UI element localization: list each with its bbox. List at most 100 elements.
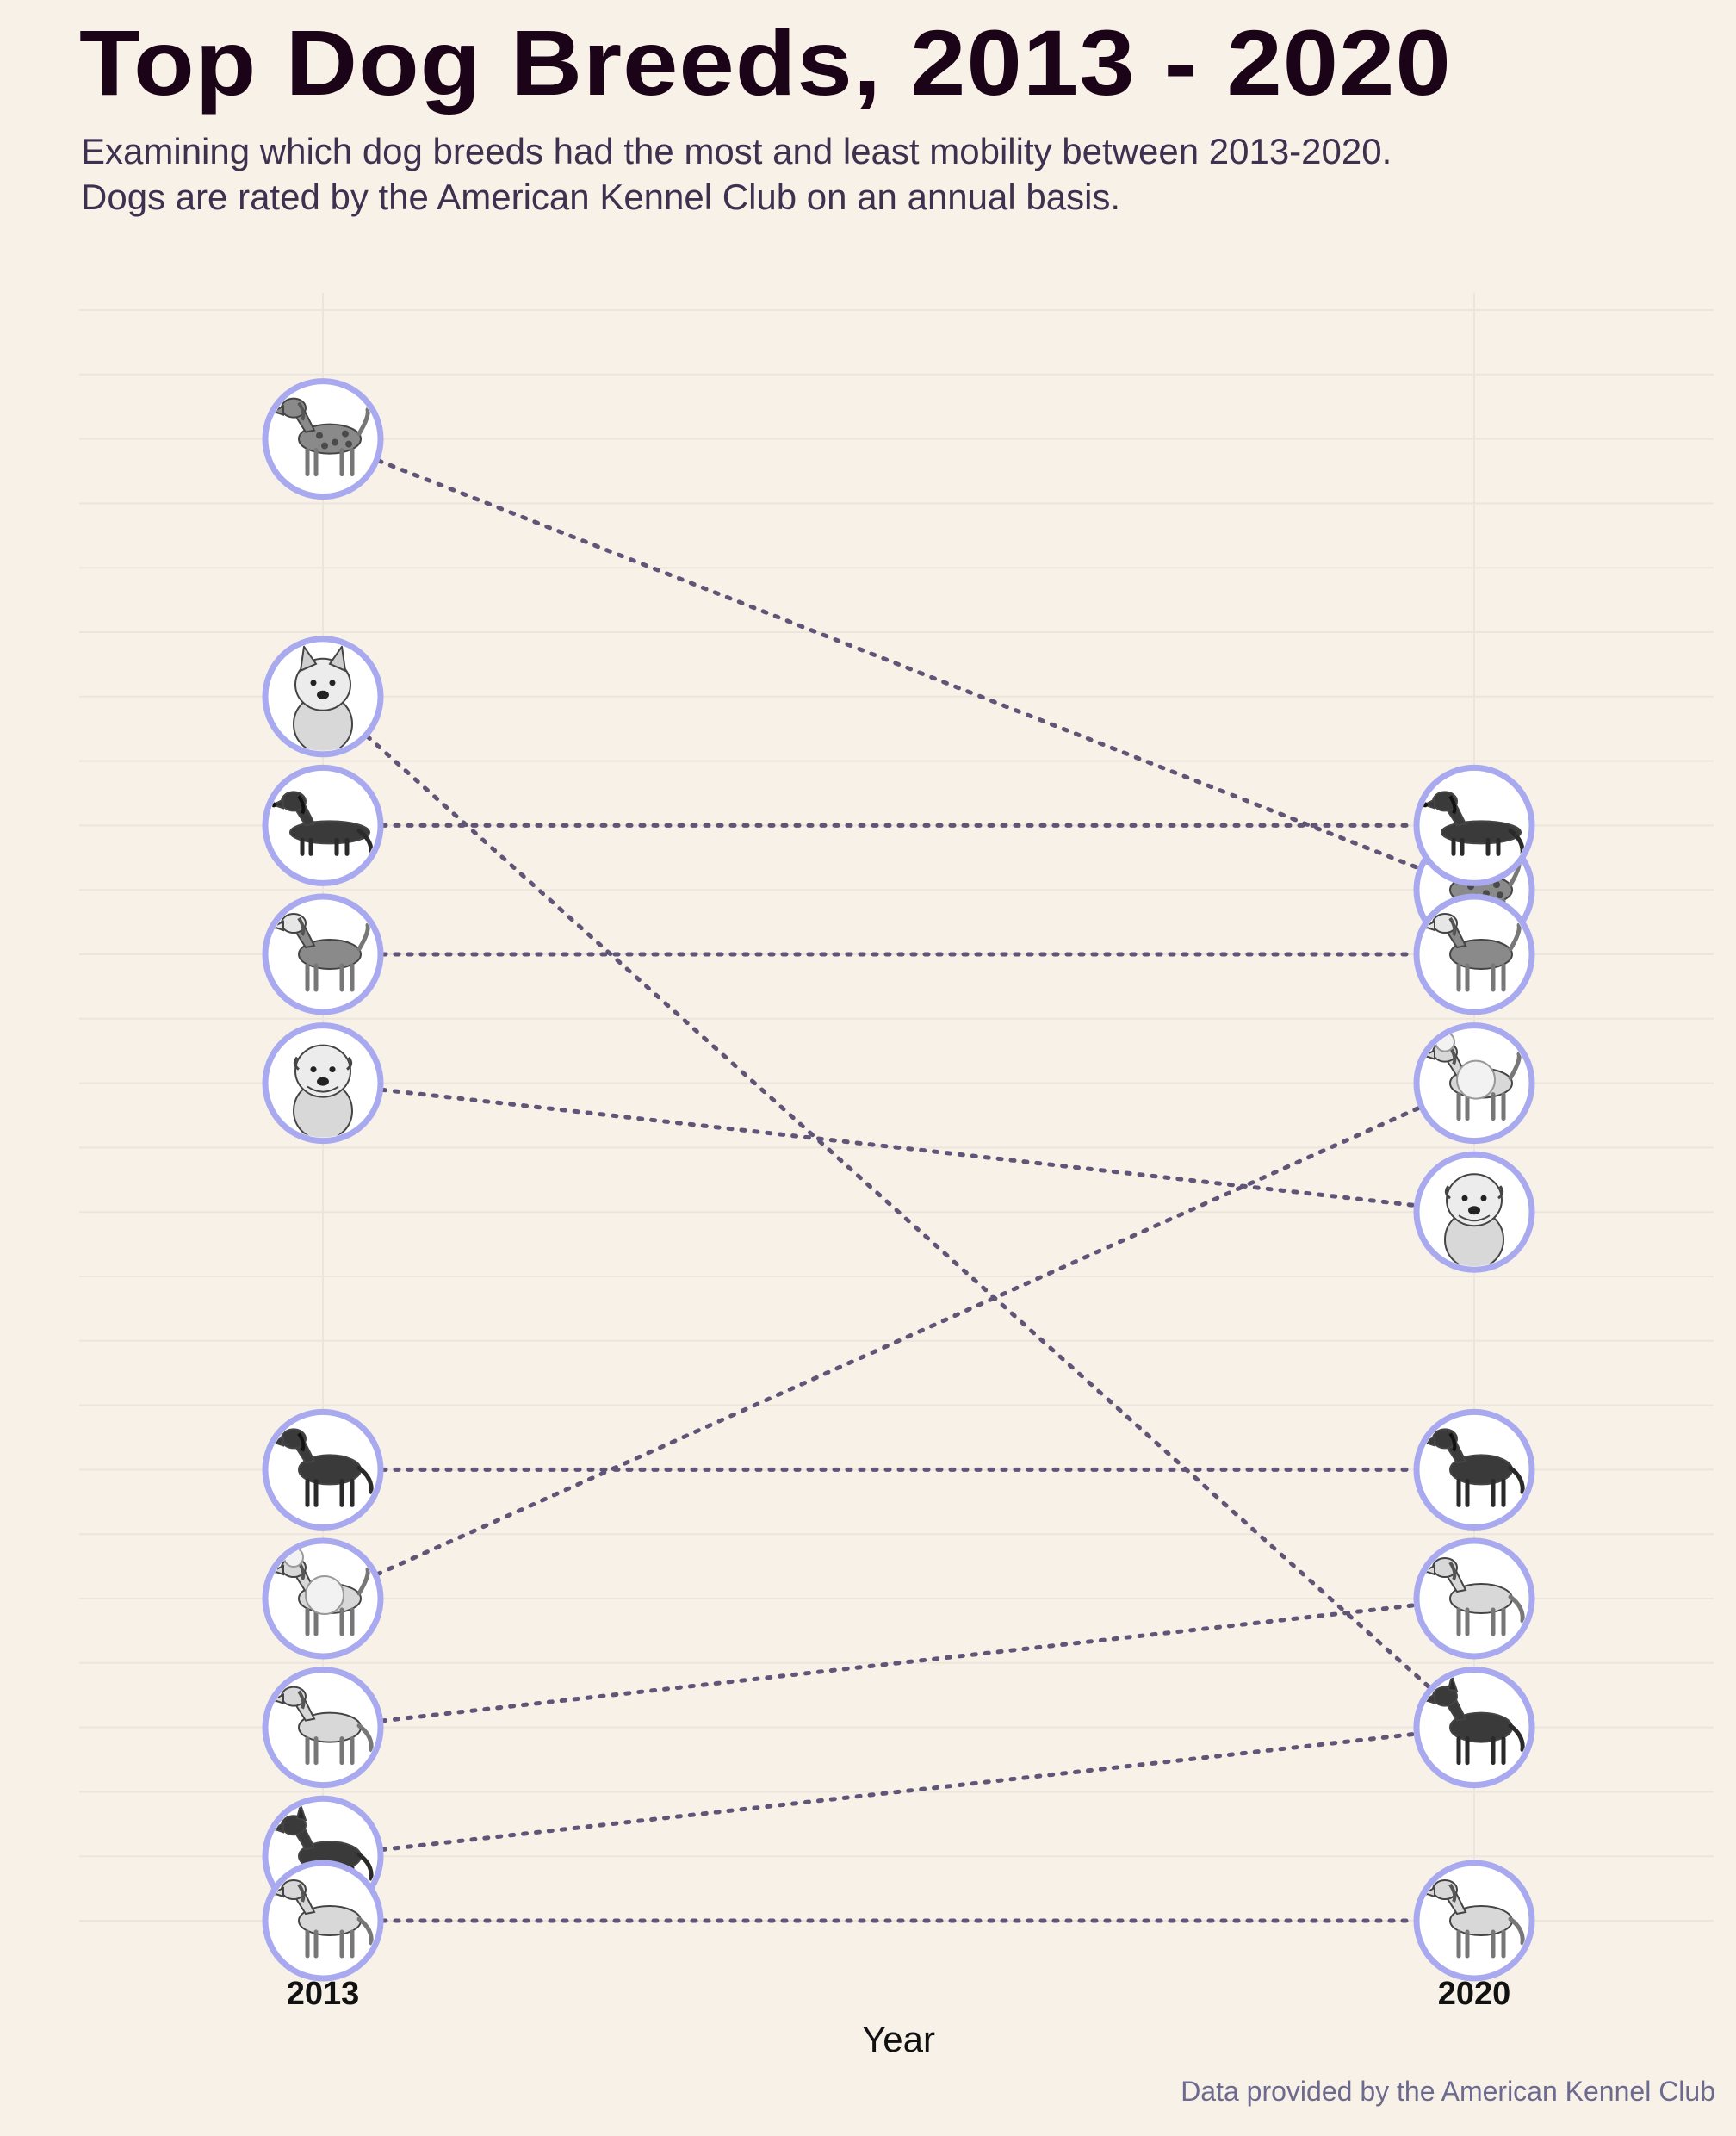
german-shepherd-figure — [1422, 1673, 1525, 1766]
rottweiler-muzzle — [1422, 1435, 1435, 1447]
german-shorthaired-pointer-muzzle — [270, 404, 284, 416]
labrador-retriever-tail — [1508, 1916, 1525, 1946]
golden-retriever-figure — [270, 1686, 374, 1766]
breed-circle-border — [1413, 1537, 1535, 1660]
german-shepherd-icon — [1422, 1673, 1525, 1766]
bulldog-figure — [293, 1044, 353, 1138]
connector-line-golden-retriever — [380, 1603, 1417, 1723]
french-bulldog-eye — [310, 680, 317, 686]
beagle-icon — [270, 913, 370, 992]
x-axis: 2013 2020 Year — [287, 1976, 1511, 2059]
german-shorthaired-pointer-spot — [316, 432, 323, 439]
french-bulldog-icon — [293, 644, 353, 751]
german-shepherd-ear — [295, 1802, 307, 1822]
labrador-retriever-icon — [1422, 1879, 1525, 1959]
breed-point-beagle-2020 — [1413, 893, 1535, 1015]
x-tick-label-2020: 2020 — [1438, 1976, 1511, 2012]
chart-subtitle-line-2: Dogs are rated by the American Kennel Cl… — [81, 177, 1121, 217]
breed-circle-border — [1413, 1022, 1535, 1145]
rottweiler-figure — [1422, 1428, 1525, 1507]
poodle-figure — [1422, 1031, 1522, 1121]
dachshund-figure — [270, 791, 374, 857]
connector-line-french-bulldog — [364, 734, 1433, 1691]
german-shepherd-tail — [356, 1852, 374, 1881]
dachshund-ear — [1448, 795, 1457, 815]
bulldog-icon — [1444, 1173, 1504, 1267]
breed-circle-border — [1413, 1408, 1535, 1531]
poodle-muzzle — [270, 1564, 284, 1576]
breed-point-labrador-retriever-2020 — [1413, 1860, 1535, 1982]
bulldog-head — [294, 1044, 351, 1098]
beagle-body — [1449, 939, 1513, 970]
labrador-retriever-tail — [356, 1916, 374, 1946]
breed-point-dachshund-2020 — [1413, 764, 1535, 886]
poodle-coat — [1456, 1059, 1496, 1100]
breed-point-poodle-2013 — [262, 1537, 384, 1660]
breed-circle-border — [262, 1537, 384, 1660]
beagle-figure — [270, 913, 370, 992]
poodle-figure — [270, 1547, 370, 1636]
bulldog-eye — [310, 1066, 317, 1073]
bulldog-eye — [1461, 1195, 1468, 1202]
connector-line-poodle — [375, 1105, 1423, 1577]
slope-chart: 2013 2020 Year — [79, 293, 1714, 2059]
labrador-retriever-muzzle — [1422, 1886, 1435, 1898]
german-shepherd-muzzle — [1422, 1692, 1435, 1704]
connector-line-german-shorthaired-pointer — [375, 458, 1422, 871]
breed-circle-border — [1413, 1667, 1535, 1789]
breed-point-bulldog-2013 — [262, 1022, 384, 1145]
x-axis-title: Year — [862, 2019, 935, 2059]
bulldog-jowl — [307, 1085, 339, 1093]
labrador-retriever-muzzle — [270, 1886, 284, 1898]
golden-retriever-tail — [1508, 1594, 1525, 1624]
beagle-ear — [1448, 916, 1457, 936]
breed-circle-border — [262, 636, 384, 758]
bulldog-ear-right — [1497, 1185, 1504, 1200]
labrador-retriever-icon — [270, 1879, 374, 1959]
rottweiler-icon — [1422, 1428, 1525, 1507]
dachshund-icon — [1422, 791, 1525, 857]
labrador-retriever-ear — [297, 1883, 306, 1903]
breed-point-rottweiler-2013 — [262, 1408, 384, 1531]
golden-retriever-ear — [297, 1690, 306, 1710]
source-caption: Data provided by the American Kennel Clu… — [1181, 2076, 1715, 2107]
french-bulldog-ear-right — [328, 644, 347, 673]
poodle-icon — [270, 1547, 370, 1636]
beagle-figure — [1422, 913, 1522, 992]
french-bulldog-ear-left — [299, 644, 318, 673]
dachshund-muzzle — [270, 798, 284, 810]
german-shorthaired-pointer-spot — [1497, 891, 1504, 899]
breed-point-rottweiler-2020 — [1413, 1408, 1535, 1531]
french-bulldog-nose — [317, 690, 329, 699]
bulldog-eye — [1480, 1195, 1487, 1202]
german-shorthaired-pointer-spot — [345, 440, 352, 448]
chart-title: Top Dog Breeds, 2013 - 2020 — [79, 10, 1452, 115]
breed-circle-border — [1413, 1151, 1535, 1273]
beagle-tail — [356, 922, 370, 952]
breed-circle-border — [1413, 1860, 1535, 1982]
poodle-tail — [356, 1567, 370, 1596]
connector-lines — [364, 458, 1433, 1923]
french-bulldog-eye — [329, 680, 336, 686]
breed-circle-border — [262, 1667, 384, 1789]
bulldog-eye — [329, 1066, 336, 1073]
x-tick-label-2013: 2013 — [287, 1976, 360, 2012]
labrador-retriever-ear — [1448, 1883, 1457, 1903]
golden-retriever-icon — [270, 1686, 374, 1766]
bulldog-figure — [1444, 1173, 1504, 1267]
breed-point-golden-retriever-2020 — [1413, 1537, 1535, 1660]
rottweiler-figure — [270, 1428, 374, 1507]
german-shorthaired-pointer-spot — [1493, 881, 1500, 889]
beagle-muzzle — [270, 920, 284, 932]
dachshund-muzzle — [1422, 798, 1435, 810]
breed-point-german-shepherd-2020 — [1413, 1667, 1535, 1789]
breed-circle-border — [1413, 893, 1535, 1015]
labrador-retriever-figure — [270, 1879, 374, 1959]
rottweiler-icon — [270, 1428, 374, 1507]
chart-subtitle-line-1: Examining which dog breeds had the most … — [81, 131, 1392, 171]
bulldog-nose — [317, 1077, 329, 1086]
golden-retriever-tail — [356, 1723, 374, 1753]
dachshund-figure — [1422, 791, 1525, 857]
bulldog-nose — [1468, 1206, 1480, 1215]
dachshund-icon — [270, 791, 374, 857]
